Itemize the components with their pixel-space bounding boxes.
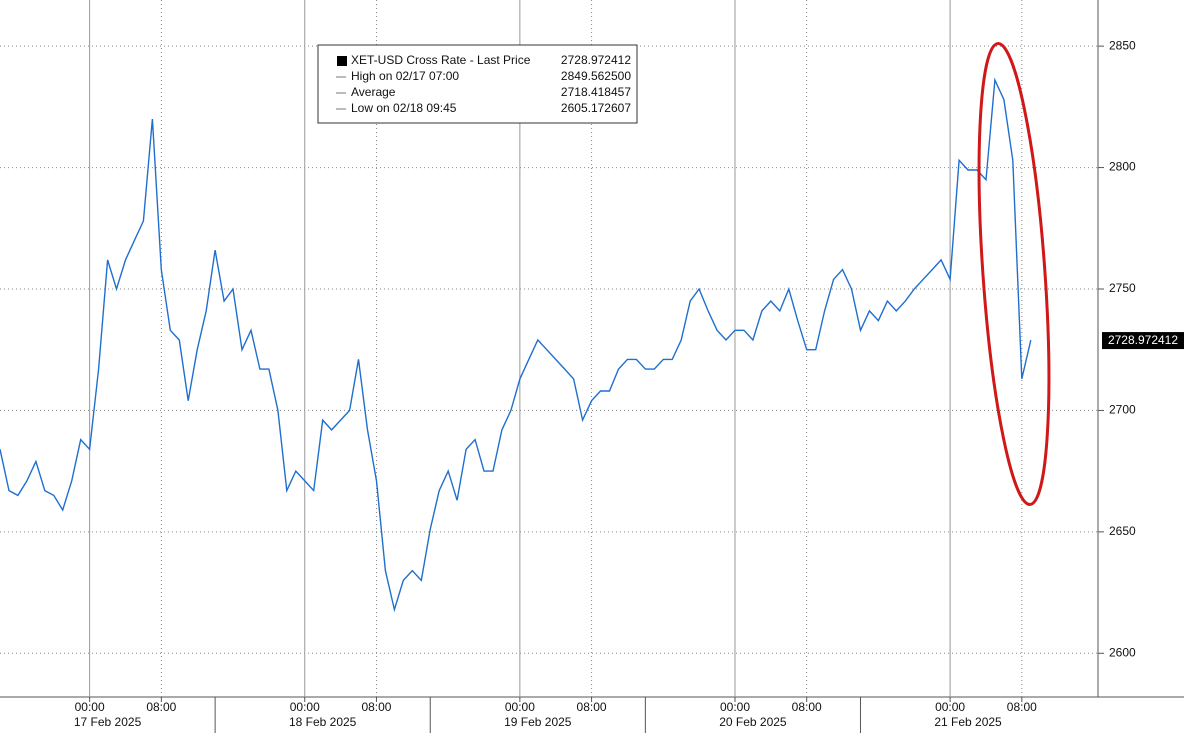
day-label: 21 Feb 2025 [934,715,1002,729]
x-tick-label: 08:00 [146,700,176,714]
day-label: 20 Feb 2025 [719,715,787,729]
x-tick-label: 00:00 [290,700,320,714]
legend-value: 2728.972412 [561,53,631,67]
x-tick-label: 00:00 [720,700,750,714]
legend: XET-USD Cross Rate - Last Price 2728.9724… [317,44,638,124]
x-tick-label: 08:00 [792,700,822,714]
x-tick-label: 00:00 [505,700,535,714]
legend-value: 2718.418457 [561,85,631,99]
x-tick-label: 00:00 [935,700,965,714]
price-line [0,77,1032,613]
legend-label: Low on 02/18 09:45 [351,101,457,115]
legend-value: 2605.172607 [561,101,631,115]
last-price-label: 2728.972412 [1108,333,1178,347]
x-tick-label: 08:00 [1007,700,1037,714]
y-tick-label: 2650 [1109,524,1136,538]
legend-value: 2849.562500 [561,69,631,83]
y-tick-label: 2700 [1109,403,1136,417]
legend-label: XET-USD Cross Rate - Last Price [351,53,531,67]
day-label: 19 Feb 2025 [504,715,572,729]
legend-box [317,44,638,124]
annotation-circle [977,42,1051,506]
day-label: 18 Feb 2025 [289,715,357,729]
x-tick-label: 08:00 [361,700,391,714]
x-tick-label: 00:00 [75,700,105,714]
last-price-tag [1102,332,1184,350]
y-tick-label: 2600 [1109,645,1136,659]
y-tick-label: 2750 [1109,281,1136,295]
legend-swatch [337,56,347,66]
legend-label: Average [351,85,396,99]
x-tick-label: 08:00 [577,700,607,714]
y-tick-label: 2850 [1109,38,1136,52]
day-label: 17 Feb 2025 [74,715,142,729]
y-tick-label: 2800 [1109,160,1136,174]
legend-label: High on 02/17 07:00 [351,69,459,83]
